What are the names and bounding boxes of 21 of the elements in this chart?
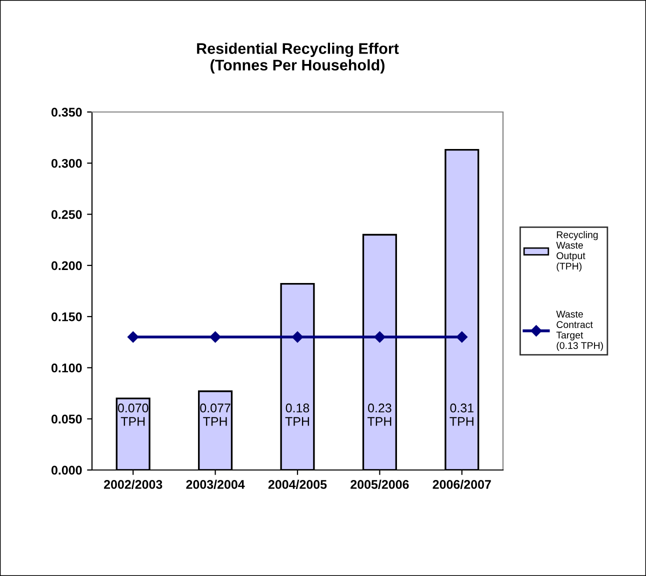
y-tick-label: 0.200	[51, 261, 82, 270]
y-tick-label: 0.100	[51, 364, 82, 372]
data-label: 0.23 TPH	[367, 404, 392, 426]
x-tick-label: 2006/2007	[432, 480, 491, 490]
legend-label: Recycling Waste Output (TPH)	[556, 231, 598, 272]
y-tick-label: 0.350	[51, 108, 82, 117]
legend-label: Waste Contract Target (0.13 TPH)	[556, 310, 603, 351]
data-label: 0.18 TPH	[285, 404, 310, 426]
x-tick-label: 2004/2005	[268, 480, 327, 490]
y-tick-label: 0.000	[51, 466, 82, 475]
x-tick-label: 2002/2003	[104, 480, 162, 490]
y-tick-label: 0.150	[51, 312, 82, 322]
data-label: 0.070 TPH	[118, 404, 148, 426]
y-tick-label: 0.050	[51, 414, 82, 424]
data-label: 0.077 TPH	[200, 404, 230, 426]
x-tick-label: 2005/2006	[350, 480, 409, 490]
y-tick-label: 0.300	[51, 158, 82, 168]
x-tick-label: 2003/2004	[186, 480, 245, 490]
y-tick-label: 0.250	[51, 210, 82, 219]
chart-title: Residential Recycling Effort (Tonnes Per Household)	[197, 42, 399, 74]
data-label: 0.31 TPH	[450, 404, 474, 426]
